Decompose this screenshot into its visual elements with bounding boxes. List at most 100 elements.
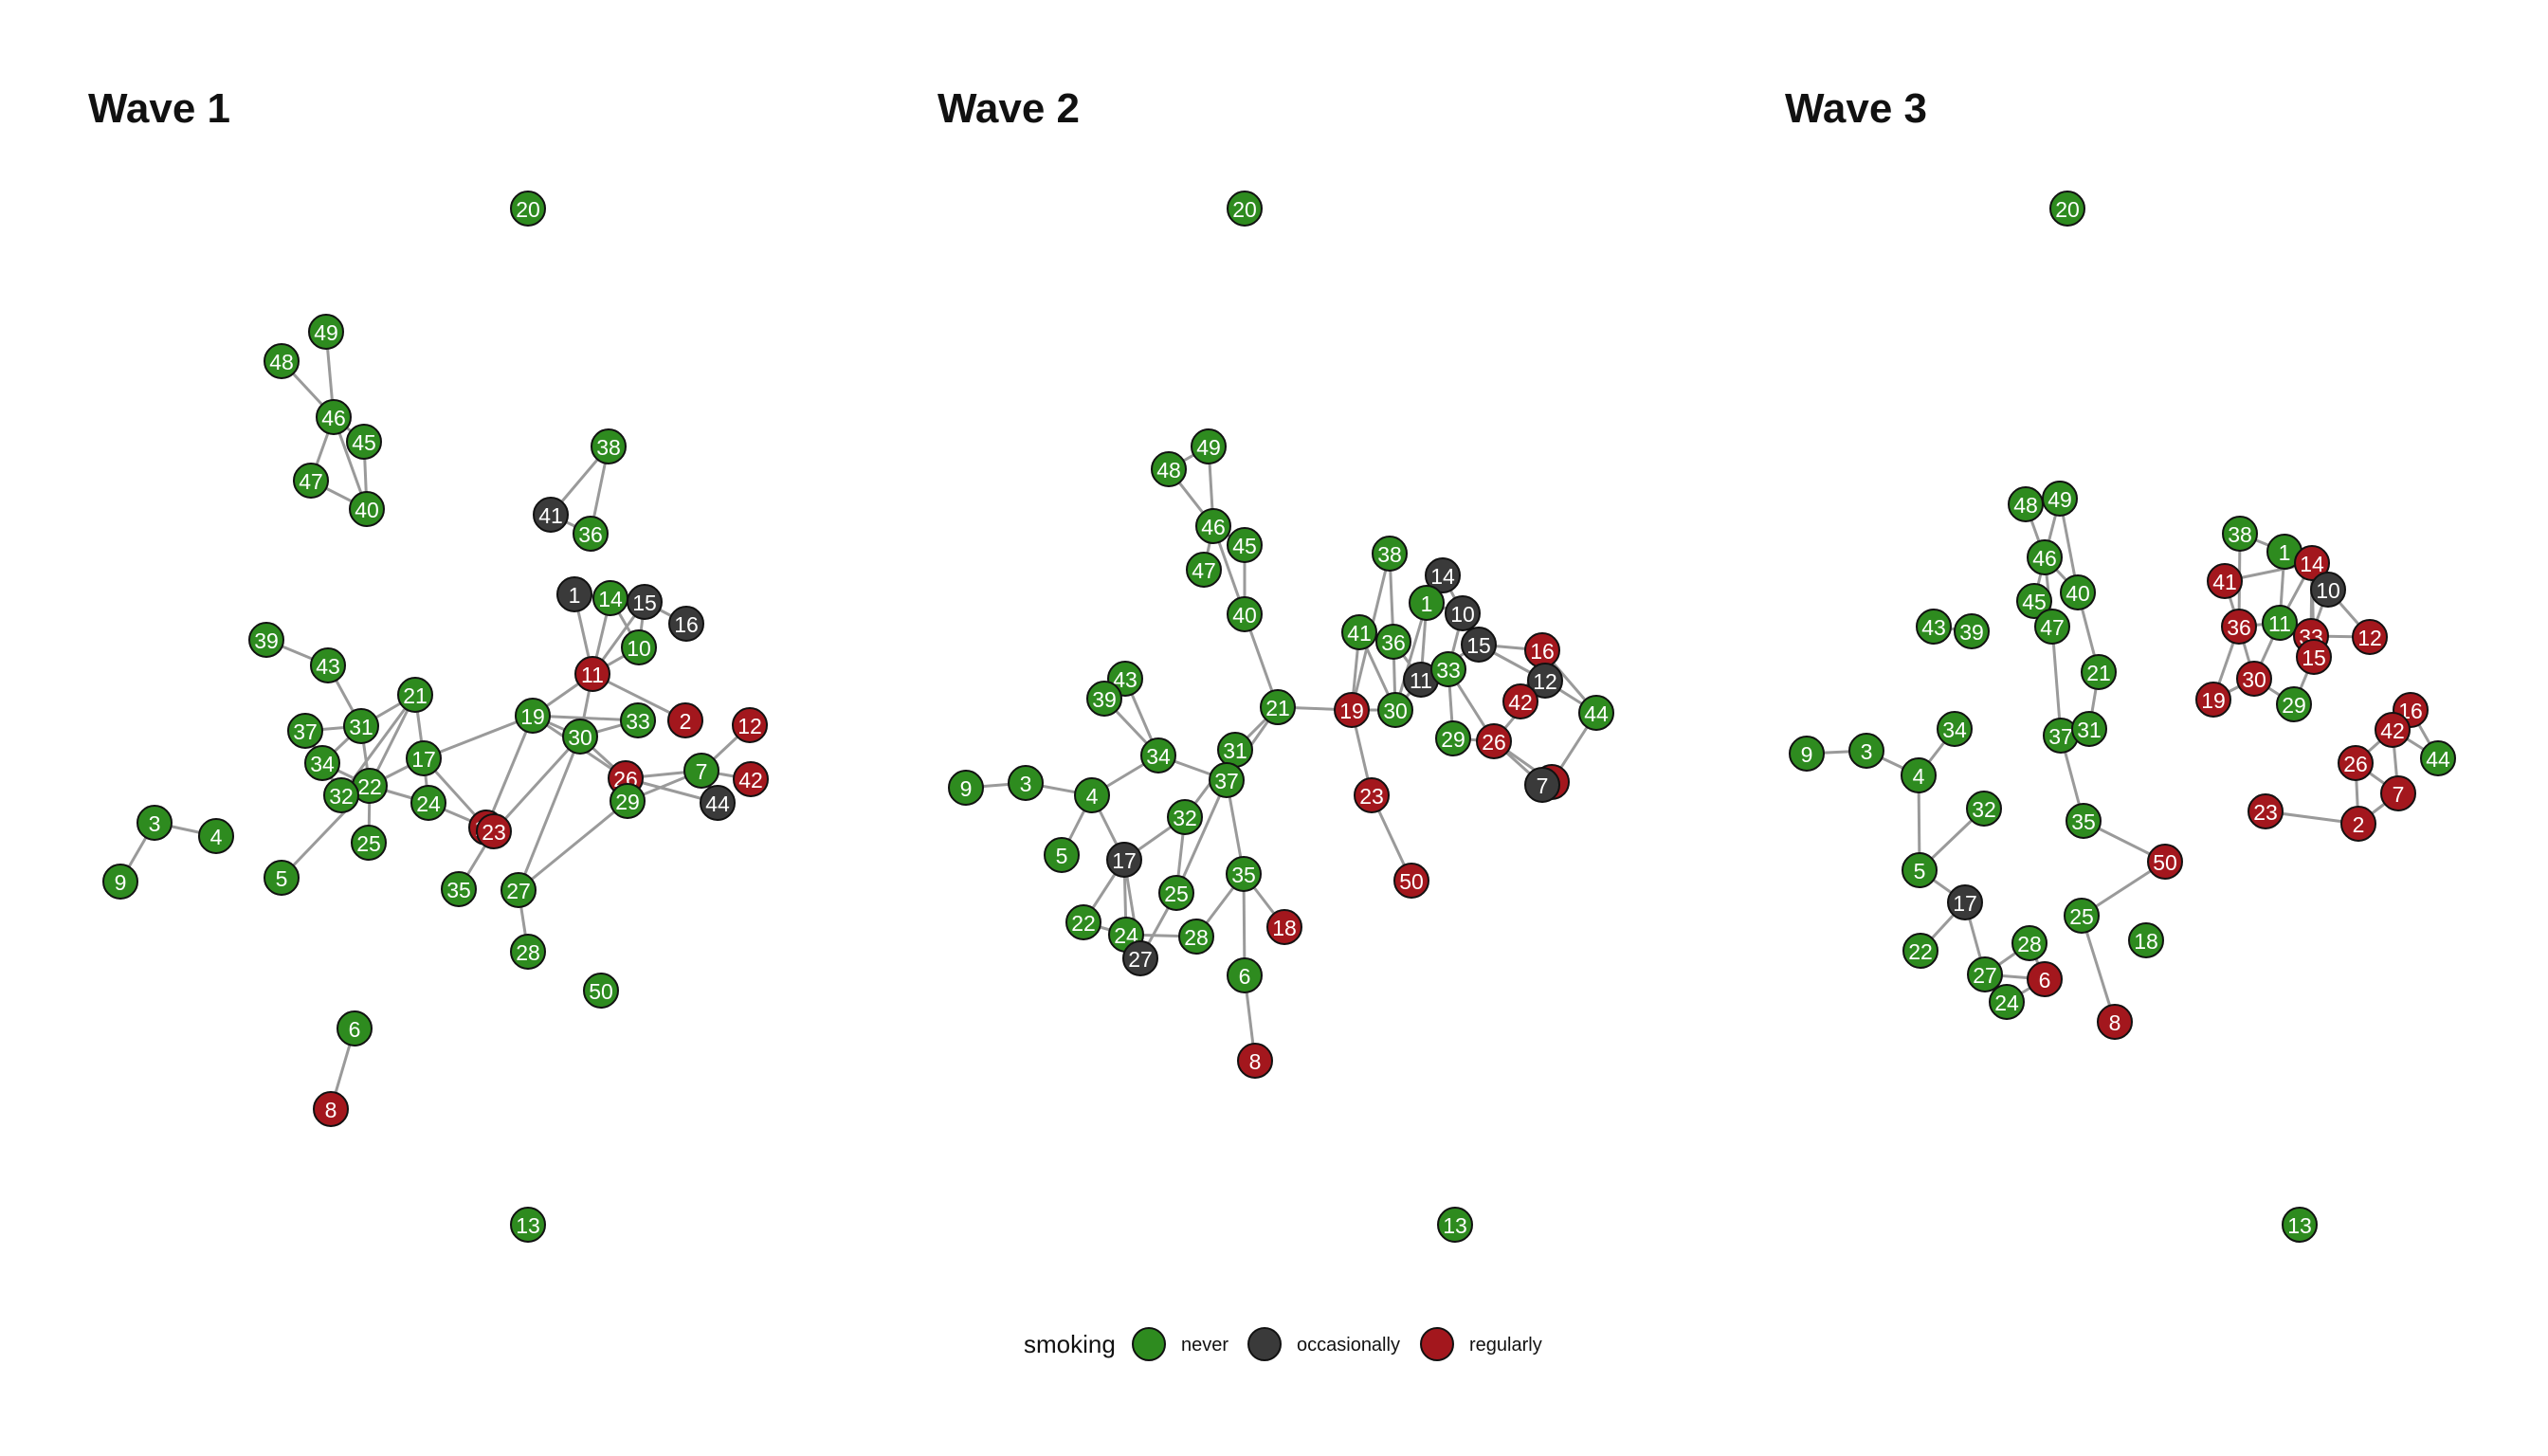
node-label: 24 [1994, 991, 2019, 1015]
node-label: 4 [1913, 764, 1925, 789]
node-circle-never [1967, 956, 2003, 992]
panel-title-wave-2: Wave 2 [937, 85, 1080, 132]
node-circle-never [1195, 508, 1231, 544]
node-circle-never [2064, 898, 2100, 934]
node-5: 5 [264, 860, 300, 896]
node-label: 4 [210, 825, 223, 849]
node-circle-never [1372, 536, 1408, 572]
node-45: 45 [2016, 583, 2052, 619]
node-28: 28 [510, 934, 546, 970]
node-42: 42 [733, 761, 769, 797]
node-label: 37 [2048, 724, 2073, 749]
node-label: 43 [316, 654, 340, 679]
node-48: 48 [264, 343, 300, 379]
node-circle-occasionally [1445, 595, 1481, 631]
node-circle-regularly [2338, 745, 2374, 781]
node-label: 28 [1184, 925, 1209, 950]
node-16: 16 [668, 606, 704, 642]
node-39: 39 [1086, 681, 1122, 717]
node-label: 45 [2022, 590, 2047, 614]
node-29: 29 [610, 783, 646, 819]
node-12: 12 [1527, 663, 1563, 699]
node-label: 21 [1265, 696, 1290, 720]
node-circle-regularly [2375, 712, 2411, 748]
node-11: 11 [1403, 662, 1439, 698]
node-circle-occasionally [533, 497, 569, 533]
node-34: 34 [1937, 711, 1973, 747]
node-label: 42 [2380, 719, 2405, 743]
node-label: 11 [2268, 611, 2291, 636]
node-14: 14 [2294, 545, 2330, 581]
node-8: 8 [313, 1091, 349, 1127]
node-label: 23 [482, 820, 506, 845]
node-circle-regularly [574, 656, 610, 692]
node-21: 21 [1260, 689, 1296, 725]
node-9: 9 [102, 864, 138, 900]
node-label: 19 [2201, 688, 2226, 713]
node-circle-never [1260, 689, 1296, 725]
node-label: 7 [2393, 782, 2405, 807]
legend-key-regularly [1420, 1327, 1454, 1361]
node-41: 41 [1341, 614, 1377, 650]
node-circle-never [198, 818, 234, 854]
node-circle-never [304, 745, 340, 781]
node-label: 7 [1537, 774, 1549, 798]
node-49: 49 [308, 314, 344, 350]
node-circle-never [2027, 539, 2063, 575]
node-circle-never [500, 872, 537, 908]
edge-37-25 [1174, 779, 1228, 894]
node-label: 18 [2134, 929, 2158, 954]
node-label: 6 [1239, 964, 1251, 989]
node-1: 1 [2266, 534, 2302, 570]
node-circle-never [2060, 574, 2096, 610]
node-circle-regularly [2236, 661, 2272, 697]
node-circle-never [515, 698, 551, 734]
node-label: 48 [1156, 458, 1181, 482]
edge-19-18 [484, 715, 535, 828]
node-19: 19 [515, 698, 551, 734]
node-label: 46 [2032, 546, 2057, 571]
node-label: 11 [1410, 668, 1432, 693]
node-label: 5 [1056, 844, 1068, 868]
node-3: 3 [136, 805, 173, 841]
node-20: 20 [510, 191, 546, 227]
node-18: 18 [1266, 909, 1302, 945]
node-label: 46 [1201, 515, 1226, 539]
node-circle-never [410, 785, 446, 821]
node-41: 41 [2207, 563, 2243, 599]
node-label: 25 [1164, 882, 1189, 906]
node-label: 13 [2287, 1213, 2312, 1238]
node-circle-never [1954, 613, 1990, 649]
node-30: 30 [562, 719, 598, 755]
node-circle-regularly [2340, 806, 2376, 842]
node-circle-never [1158, 875, 1194, 911]
node-24: 24 [410, 785, 446, 821]
node-circle-regularly [2296, 639, 2332, 675]
node-circle-never [102, 864, 138, 900]
node-circle-never [1377, 692, 1413, 728]
node-circle-never [510, 191, 546, 227]
node-label: 11 [581, 663, 604, 687]
node-circle-never [1789, 736, 1825, 772]
node-47: 47 [2034, 609, 2070, 645]
node-22: 22 [1065, 904, 1101, 940]
node-circle-never [591, 428, 627, 464]
node-label: 36 [578, 522, 603, 547]
node-50: 50 [583, 973, 619, 1009]
node-circle-never [1074, 777, 1110, 813]
node-35: 35 [1226, 856, 1262, 892]
node-label: 16 [674, 612, 699, 637]
node-47: 47 [293, 463, 329, 499]
node-label: 12 [1533, 669, 1557, 694]
node-label: 36 [2227, 615, 2251, 640]
node-12: 12 [2352, 619, 2388, 655]
node-18: 18 [2128, 922, 2164, 958]
node-circle-never [1375, 624, 1411, 660]
node-38: 38 [591, 428, 627, 464]
node-31: 31 [1217, 732, 1253, 768]
node-circle-never [948, 770, 984, 806]
node-label: 27 [1128, 947, 1153, 972]
node-5: 5 [1902, 852, 1938, 888]
